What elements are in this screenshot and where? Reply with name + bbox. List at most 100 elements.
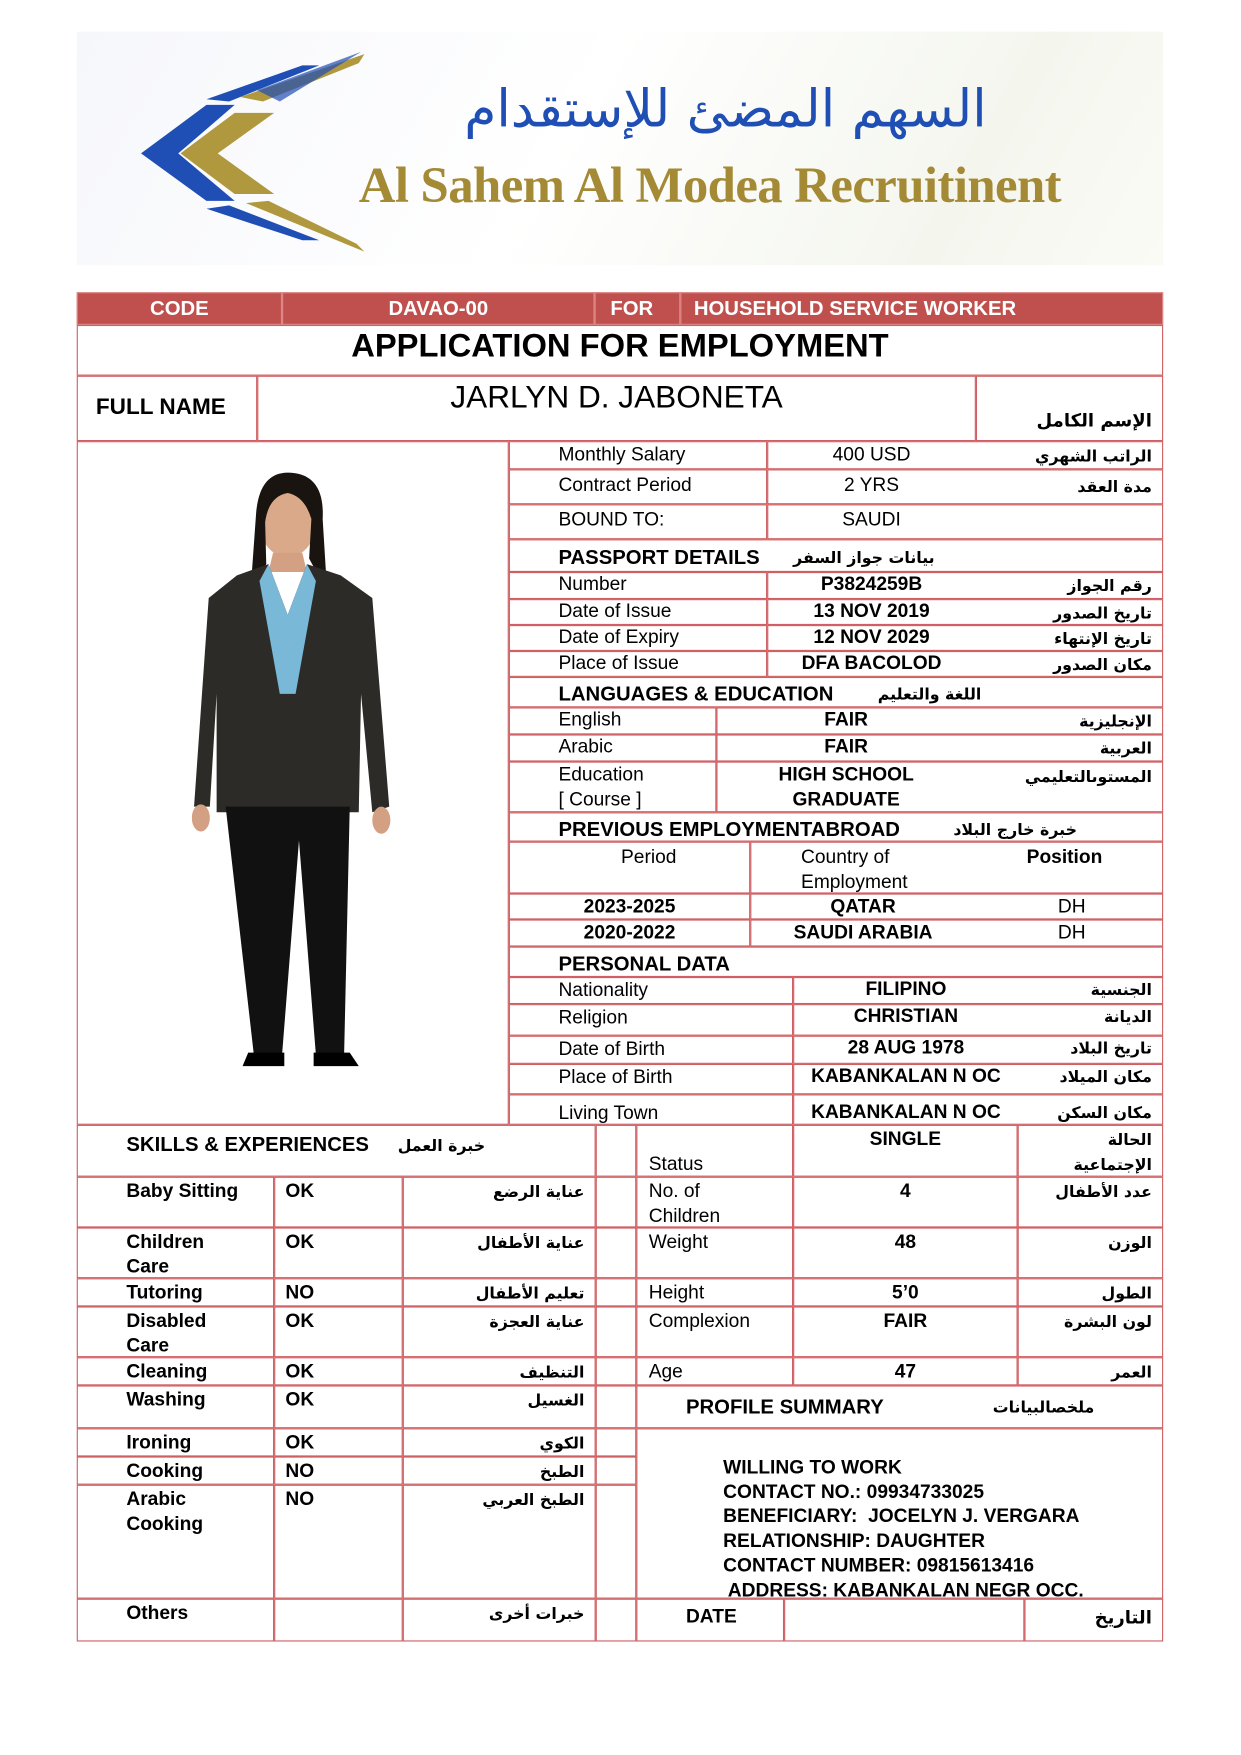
country-header: Country of <box>801 846 890 868</box>
status-arabic-2: الوزن <box>1108 1234 1152 1253</box>
languages-title: LANGUAGES & EDUCATION <box>558 682 834 706</box>
personal-value-cell <box>793 1094 1164 1125</box>
passport-row-3-value-cell <box>767 650 1164 677</box>
date-value-cell <box>784 1598 1025 1642</box>
skill-label: Children <box>126 1230 205 1253</box>
contract-row-1-value-cell <box>767 469 1164 505</box>
contract-row-2-value: SAUDI <box>842 508 901 531</box>
logo-arabic-text: السهم المضئ للإستقدام <box>464 77 987 139</box>
spacer-cell <box>595 1484 637 1599</box>
passport-row-0-value: P3824259B <box>820 573 923 595</box>
status-label-cell <box>636 1227 794 1279</box>
skill-label: Baby Sitting <box>126 1180 239 1202</box>
contract-row-1-label-cell <box>508 469 768 505</box>
skill-value-cell <box>274 1484 403 1599</box>
status-label-cell <box>636 1306 794 1358</box>
code-label: CODE <box>150 296 209 320</box>
title-row <box>76 324 1164 376</box>
status-arabic-cell <box>1017 1278 1164 1307</box>
status-value-3: 5’0 <box>892 1281 919 1304</box>
education-label-2: [ Course ] <box>558 788 642 811</box>
skill-arabic: الكوي <box>539 1435 585 1454</box>
contract-row-2-value-cell <box>767 504 1164 540</box>
skill-label-cell <box>76 1385 275 1429</box>
code-value: DAVAO-00 <box>388 296 489 320</box>
skill-value: NO <box>285 1459 315 1482</box>
personal-label-cell <box>508 977 794 1005</box>
passport-row-3-arabic: مكان الصدور <box>1053 656 1152 675</box>
contract-row-0-value: 400 USD <box>832 442 911 465</box>
skill-arabic: الغسيل <box>527 1392 585 1411</box>
skill-value: OK <box>285 1309 315 1332</box>
for-value-cell <box>680 292 1164 325</box>
skill-arabic: التنظيف <box>519 1363 585 1383</box>
personal-label-2: Date of Birth <box>558 1037 666 1060</box>
employment-country-cell <box>750 893 1164 920</box>
employment-position: DH <box>1057 921 1086 944</box>
profile-body-cell <box>636 1428 1164 1599</box>
status-label-2: Weight <box>648 1230 709 1253</box>
skill-label-cell <box>76 1227 275 1279</box>
personal-arabic-1: الديانة <box>1104 1008 1152 1027</box>
language-row-0-arabic: الإنجليزية <box>1079 713 1152 732</box>
language-row-1-label: Arabic <box>558 735 613 758</box>
date-label: DATE <box>685 1605 737 1627</box>
language-row-1-value: FAIR <box>824 735 868 758</box>
employment-country-cell <box>750 919 1164 947</box>
passport-row-1-arabic: تاريخ الصدور <box>1053 604 1152 623</box>
skill-arabic: عناية العجزة <box>489 1313 585 1332</box>
skills-header-cell <box>76 1124 596 1177</box>
personal-arabic-4: مكان السكن <box>1057 1104 1152 1123</box>
status-arabic-cell <box>1017 1176 1164 1228</box>
date-arabic-cell <box>1024 1598 1164 1642</box>
status-value-cell <box>793 1278 1018 1307</box>
status-label-cell <box>636 1357 794 1386</box>
status-arabic-0: الحالة <box>1107 1131 1152 1150</box>
status-label-1: No. of <box>648 1180 700 1202</box>
employment-title: PREVIOUS EMPLOYMENTABROAD <box>558 817 900 841</box>
passport-row-0-arabic: رقم الجواز <box>1067 577 1152 596</box>
language-row-1-arabic: العربية <box>1099 740 1152 759</box>
education-arabic: المستوىالتعليمي <box>1024 768 1152 787</box>
personal-label-cell <box>508 1004 794 1036</box>
languages-header-cell <box>508 676 1164 708</box>
passport-row-0-value-cell <box>767 571 1164 600</box>
passport-header-cell <box>508 539 1164 572</box>
spacer-cell <box>595 1456 637 1485</box>
full-name-value-cell <box>257 375 976 442</box>
personal-label-cell <box>508 1094 794 1125</box>
spacer-cell <box>595 1306 637 1358</box>
status-arabic-1: عدد الأطفال <box>1055 1183 1152 1202</box>
status-arabic-4: لون البشرة <box>1064 1313 1152 1332</box>
spacer-cell <box>595 1176 637 1228</box>
position-header: Position <box>1026 846 1103 868</box>
education-value: HIGH SCHOOL <box>778 763 914 786</box>
status-value-cell <box>793 1176 1018 1228</box>
personal-value-2: 28 AUG 1978 <box>847 1036 965 1059</box>
code-value-cell <box>282 292 595 325</box>
status-arabic2-0: الإجتماعية <box>1073 1156 1152 1175</box>
skill-label-cell <box>76 1357 275 1386</box>
skill-label: Tutoring <box>126 1281 203 1304</box>
code-label-cell <box>76 292 283 325</box>
status-value-cell <box>793 1227 1018 1279</box>
skill-value: OK <box>285 1230 315 1253</box>
applicant-photo <box>191 472 391 1067</box>
passport-row-2-label: Date of Expiry <box>558 625 679 648</box>
status-value-5: 47 <box>894 1360 917 1383</box>
status-value-0: SINGLE <box>869 1128 942 1150</box>
contract-row-0-value-cell <box>767 441 1164 470</box>
skill-value-cell <box>274 1385 403 1429</box>
personal-value-3: KABANKALAN N OC <box>811 1065 1001 1087</box>
skill-label: Cleaning <box>126 1360 208 1383</box>
passport-row-3-label-cell <box>508 650 768 677</box>
profile-line-3: RELATIONSHIP: DAUGHTER <box>723 1529 985 1552</box>
company-logo: السهم المضئ للإستقدام Al Sahem Al Modea … <box>76 31 1164 266</box>
skill-arabic-cell <box>402 1385 596 1429</box>
contract-row-0-label: Monthly Salary <box>558 442 686 465</box>
language-row-0-label-cell <box>508 707 717 735</box>
employment-title-arabic: خبرة خارج البلاد <box>953 821 1077 840</box>
spacer-cell <box>595 1124 637 1177</box>
spacer-cell <box>595 1227 637 1279</box>
profile-title-arabic: ملخصالبيانات <box>992 1398 1095 1418</box>
